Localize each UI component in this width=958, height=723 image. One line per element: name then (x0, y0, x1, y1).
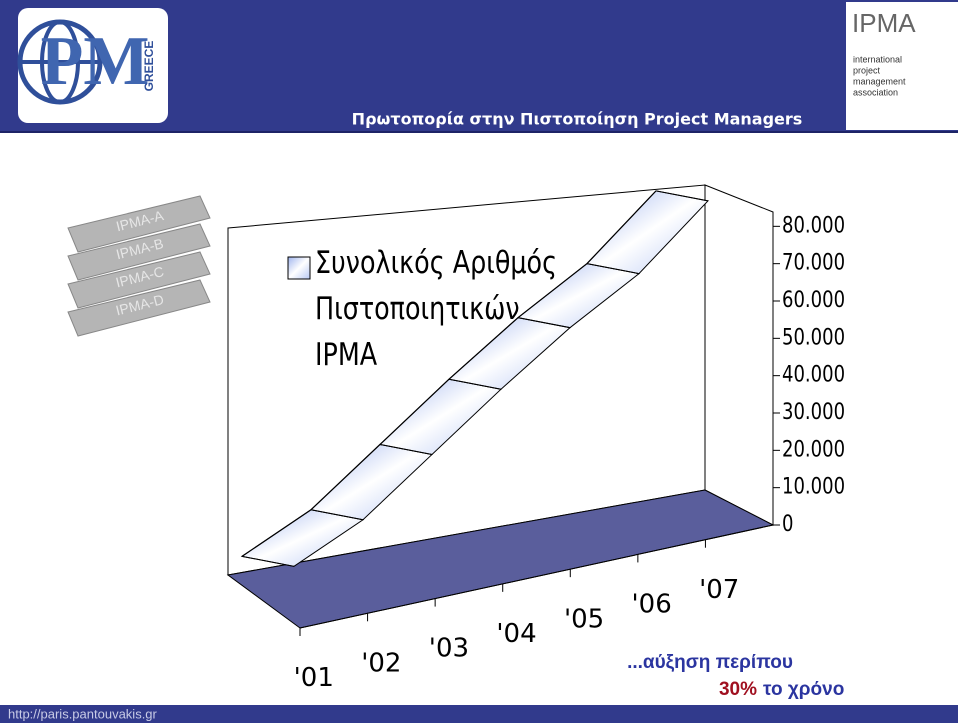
brick (67, 223, 211, 281)
header-rule (0, 131, 958, 133)
note-line2: το χρόνο (763, 679, 844, 700)
y-tick-label: 0 (782, 510, 793, 536)
pm-logo: PM GREECE (17, 8, 168, 123)
y-tick-label: 50.000 (782, 324, 845, 350)
y-tick-label: 20.000 (782, 436, 845, 462)
ipma-name: IPMA (852, 8, 916, 38)
x-tick-label: '02 (361, 648, 401, 678)
x-tick-label: '05 (564, 604, 604, 634)
x-tick-label: '04 (496, 619, 536, 649)
brick (67, 195, 211, 253)
side-wall (704, 184, 774, 526)
ribbon-edge (655, 190, 709, 202)
ipma-line: management (853, 76, 906, 86)
ipma-line: project (853, 65, 881, 75)
y-tick-label: 60.000 (782, 286, 845, 312)
ribbon-edge (310, 509, 364, 521)
legend-swatch (287, 256, 311, 280)
footer-url: http://paris.pantouvakis.gr (8, 706, 158, 721)
note-line1: ...αύξηση περίπου (627, 652, 793, 673)
x-tick-label: '03 (429, 634, 469, 664)
y-tick-label: 70.000 (782, 249, 845, 275)
x-tick-label: '01 (294, 663, 334, 693)
ipma-line: association (853, 87, 898, 97)
y-tick-label: 30.000 (782, 398, 845, 424)
logo-text: GREECE (142, 41, 156, 92)
ribbon-edge (379, 443, 433, 455)
header-title: Πρωτοπορία στην Πιστοποίηση Project Mana… (352, 110, 803, 129)
y-tick-label: 80.000 (782, 212, 845, 238)
ipma-logo (846, 2, 958, 130)
y-tick-label: 40.000 (782, 361, 845, 387)
brick (67, 251, 211, 309)
footer-band (0, 705, 958, 723)
ribbon-edge (241, 555, 295, 567)
ribbon-edge (448, 378, 502, 390)
ribbon-edge (586, 263, 640, 275)
y-tick-label: 10.000 (782, 473, 845, 499)
x-tick-label: '07 (699, 575, 739, 605)
ribbon-edge (517, 317, 571, 329)
legend-label: Συνολικός Αριθμός Πιστοποιητικών IPMA (315, 245, 558, 373)
series-line (241, 190, 657, 557)
x-tick-label: '06 (632, 590, 672, 620)
ipma-line: international (853, 54, 902, 64)
x-axis (299, 524, 774, 629)
note-highlight: 30% (719, 679, 757, 700)
legend: Συνολικός Αριθμός Πιστοποιητικών IPMA (315, 240, 577, 378)
brick (67, 279, 211, 337)
svg-text:PM: PM (41, 23, 150, 100)
